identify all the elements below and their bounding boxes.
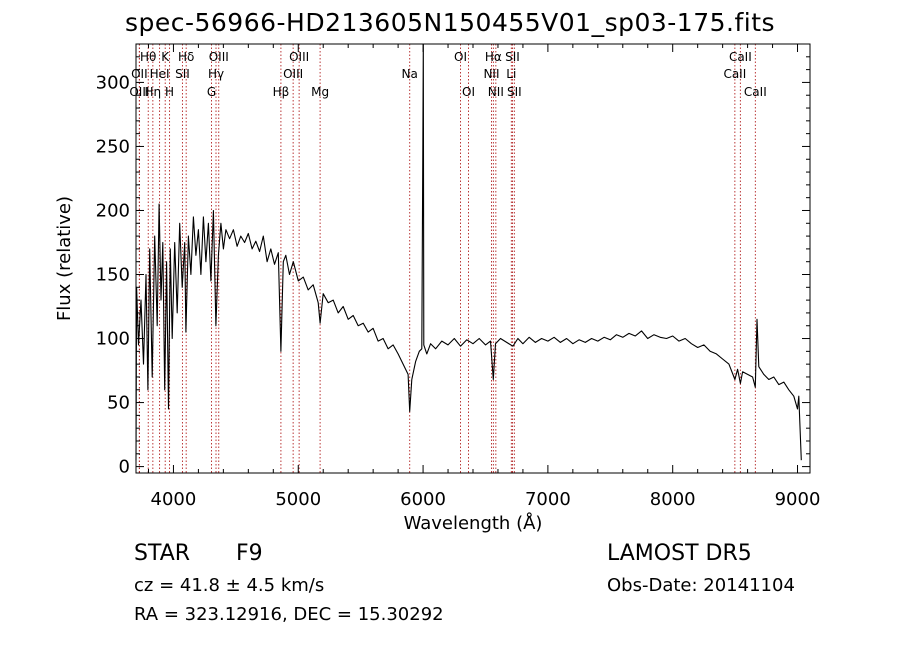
spectral-line-label: Li: [506, 67, 516, 81]
plot-frame: [135, 43, 811, 474]
spectral-line-label: G: [207, 85, 216, 99]
spectrum-line: [135, 43, 802, 461]
chart-title: spec-56966-HD213605N150455V01_sp03-175.f…: [124, 8, 776, 37]
y-axis-label: Flux (relative): [54, 196, 75, 321]
spectral-line-label: Mg: [311, 85, 329, 99]
spectral-line-label: OI: [462, 85, 475, 99]
x-tick-label: 4000: [151, 489, 197, 510]
spectral-line-label: HeI: [150, 67, 170, 81]
spectral-line-label: NII: [483, 67, 499, 81]
observation-date: Obs-Date: 20141104: [607, 575, 795, 596]
spectral-line-label: Hη: [145, 85, 162, 99]
x-axis-ticks: 4000 5000 6000 7000 8000 9000: [147, 44, 821, 510]
y-tick-label: 100: [96, 329, 130, 350]
y-tick-label: 150: [96, 265, 130, 286]
spectral-line-markers: [138, 44, 756, 473]
spectral-line-label: Hδ: [178, 50, 194, 64]
spectral-line-label: CaII: [729, 50, 752, 64]
x-tick-label: 9000: [775, 489, 821, 510]
spectral-line-label: SII: [175, 67, 190, 81]
spectral-line-label: OII: [131, 67, 148, 81]
object-subclass: F9: [236, 541, 263, 566]
x-tick-label: 5000: [275, 489, 321, 510]
spectral-line-label: Hγ: [208, 67, 224, 81]
y-tick-label: 250: [96, 136, 130, 157]
y-tick-label: 200: [96, 200, 130, 221]
spectral-line-label: SII: [507, 85, 522, 99]
spectral-line-label: K: [161, 50, 170, 64]
survey-name: LAMOST DR5: [607, 541, 752, 566]
spectral-line-label: H: [165, 85, 174, 99]
spectral-line-label: Hβ: [273, 85, 290, 99]
x-tick-label: 7000: [525, 489, 571, 510]
spectral-line-label: NII: [488, 85, 504, 99]
y-axis-ticks: 0 50 100 150 200 250 300: [96, 43, 810, 478]
object-class: STAR: [134, 541, 191, 566]
spectral-line-label: Hθ: [140, 50, 156, 64]
spectral-line-label: SII: [505, 50, 520, 64]
y-tick-label: 0: [119, 457, 130, 478]
spectral-line-label: OIII: [289, 50, 309, 64]
spectral-line-label: Hα: [485, 50, 502, 64]
spectral-line-label: OI: [454, 50, 467, 64]
sky-coordinates: RA = 323.12916, DEC = 15.30292: [134, 604, 444, 625]
series-group: [135, 43, 802, 461]
y-tick-label: 50: [107, 393, 130, 414]
spectral-line-label: Na: [402, 67, 418, 81]
y-tick-label: 300: [96, 72, 130, 93]
spectral-line-label: CaII: [723, 67, 746, 81]
x-tick-label: 6000: [400, 489, 446, 510]
spectral-line-label: OIII: [283, 67, 303, 81]
spectral-line-label: OIII: [209, 50, 229, 64]
spectral-line-label: CaII: [744, 85, 767, 99]
x-axis-label: Wavelength (Å): [404, 512, 543, 534]
redshift-velocity: cz = 41.8 ± 4.5 km/s: [134, 575, 325, 596]
spectral-line-label: OIII: [129, 85, 149, 99]
x-tick-label: 8000: [650, 489, 696, 510]
